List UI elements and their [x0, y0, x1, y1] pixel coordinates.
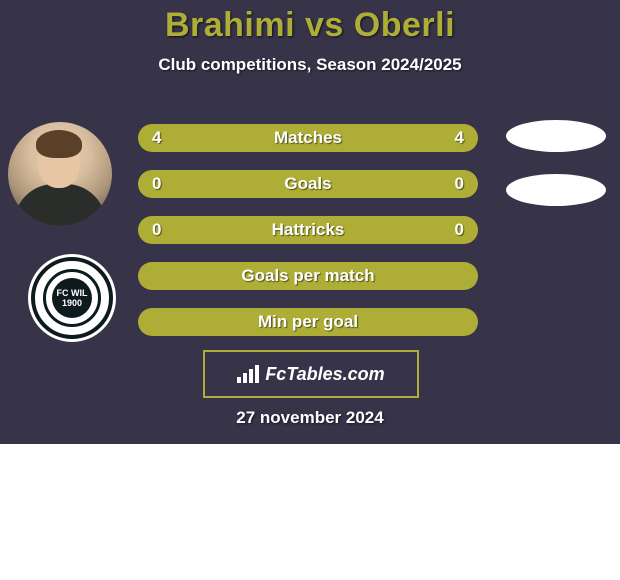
- stat-label: Matches: [138, 128, 478, 148]
- opponent-avatar-placeholder: [506, 120, 606, 152]
- subtitle: Club competitions, Season 2024/2025: [0, 55, 620, 75]
- left-avatars: FC WIL 1900: [8, 122, 128, 342]
- stat-label: Hattricks: [138, 220, 478, 240]
- bar-chart-icon: [237, 365, 259, 383]
- stat-label: Min per goal: [138, 312, 478, 332]
- page-title: Brahimi vs Oberli: [0, 0, 620, 45]
- date-text: 27 november 2024: [0, 408, 620, 428]
- stat-row-matches: 4 Matches 4: [138, 124, 478, 152]
- watermark-text: FcTables.com: [265, 364, 384, 385]
- stat-rows: 4 Matches 4 0 Goals 0 0 Hattricks 0 Goal…: [138, 124, 478, 354]
- stat-label: Goals per match: [138, 266, 478, 286]
- club-badge: FC WIL 1900: [28, 254, 116, 342]
- comparison-card: Brahimi vs Oberli Club competitions, Sea…: [0, 0, 620, 444]
- stat-label: Goals: [138, 174, 478, 194]
- player-avatar: [8, 122, 112, 226]
- stat-row-min-per-goal: Min per goal: [138, 308, 478, 336]
- watermark: FcTables.com: [203, 350, 419, 398]
- stat-row-goals-per-match: Goals per match: [138, 262, 478, 290]
- right-avatars: [506, 120, 606, 228]
- stat-row-hattricks: 0 Hattricks 0: [138, 216, 478, 244]
- stat-row-goals: 0 Goals 0: [138, 170, 478, 198]
- opponent-badge-placeholder: [506, 174, 606, 206]
